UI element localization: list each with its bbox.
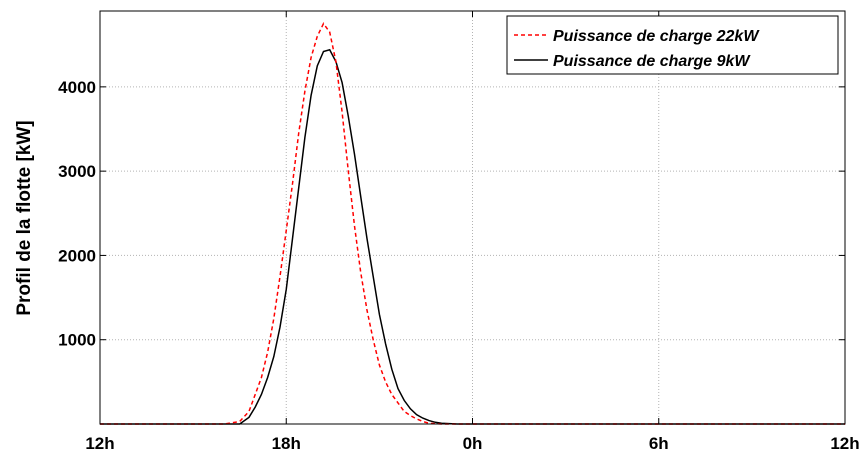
y-axis-ticks: 1000 2000 3000 4000 — [58, 78, 845, 350]
y-tick-label: 1000 — [58, 331, 96, 350]
y-tick-label: 3000 — [58, 162, 96, 181]
y-tick-label: 4000 — [58, 78, 96, 97]
x-tick-label: 6h — [649, 434, 669, 453]
legend-label-22kw: Puissance de charge 22kW — [553, 28, 760, 45]
legend-label-9kw: Puissance de charge 9kW — [553, 53, 751, 70]
series-line-9kw — [100, 48, 845, 425]
y-axis-label: Profil de la flotte [kW] — [14, 120, 35, 315]
series-layer — [100, 22, 845, 425]
y-tick-label: 2000 — [58, 246, 96, 265]
x-tick-label: 0h — [463, 434, 483, 453]
x-axis-ticks: 12h 18h 0h 6h 12h — [85, 11, 860, 453]
legend: Puissance de charge 22kW Puissance de ch… — [506, 15, 839, 75]
x-tick-label: 12h — [830, 434, 859, 453]
series-line-22kw — [100, 22, 845, 425]
legend-box — [506, 15, 839, 75]
x-tick-label: 12h — [85, 434, 114, 453]
grid-lines — [100, 11, 845, 424]
x-tick-label: 18h — [272, 434, 301, 453]
